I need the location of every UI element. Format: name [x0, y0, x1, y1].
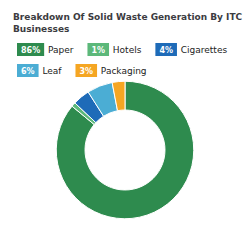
svg-text:Breakdown Of Solid Waste Gener: Breakdown Of Solid Waste Generation By I… — [13, 12, 243, 22]
svg-text:Businesses: Businesses — [13, 24, 69, 34]
svg-text:Cigarettes: Cigarettes — [181, 45, 228, 55]
svg-text:3%: 3% — [79, 67, 93, 76]
svg-text:Packaging: Packaging — [101, 66, 147, 76]
svg-text:6%: 6% — [21, 67, 35, 76]
svg-text:Leaf: Leaf — [42, 66, 62, 76]
svg-text:Paper: Paper — [48, 45, 74, 55]
svg-text:1%: 1% — [91, 46, 105, 55]
svg-text:Hotels: Hotels — [113, 45, 142, 55]
svg-text:86%: 86% — [21, 46, 40, 55]
svg-text:4%: 4% — [159, 46, 173, 55]
